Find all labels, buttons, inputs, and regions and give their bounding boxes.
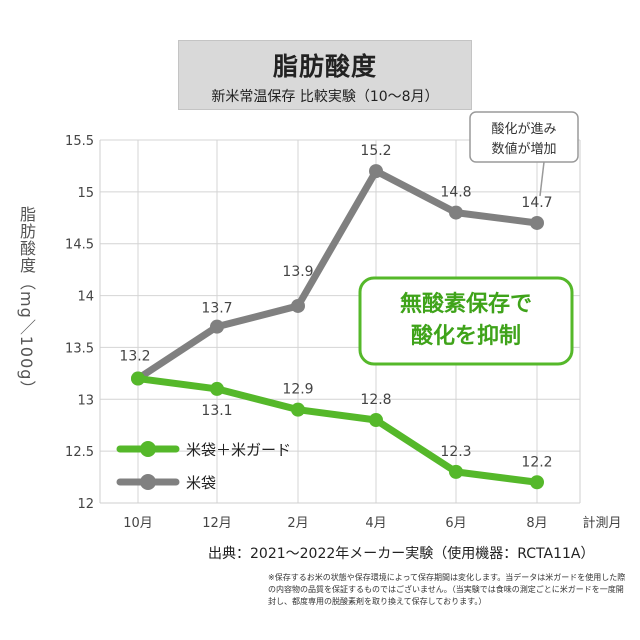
data-label: 12.9 <box>282 382 313 398</box>
data-label: 15.2 <box>360 143 391 159</box>
callout-gray-text: 数値が増加 <box>491 141 556 157</box>
x-tick-label: 10月 <box>123 516 153 531</box>
x-tick-label: 4月 <box>365 516 386 531</box>
chart-title-box: 脂肪酸度 新米常温保存 比較実験（10～8月） <box>178 40 472 110</box>
chart-subtitle: 新米常温保存 比較実験（10～8月） <box>211 89 439 105</box>
y-tick-label: 15 <box>77 186 94 201</box>
data-label: 13.2 <box>119 349 150 365</box>
data-point <box>210 319 224 334</box>
callout-gray-box <box>469 111 579 163</box>
data-label: 12.3 <box>440 444 471 460</box>
data-label: 13.1 <box>201 403 232 419</box>
x-tick-label: 6月 <box>445 516 466 531</box>
x-axis-unit: 計測月 <box>582 515 621 531</box>
x-tick-label: 2月 <box>287 516 308 531</box>
x-tick-label: 8月 <box>526 516 547 531</box>
legend-label: 米袋 <box>186 474 216 492</box>
data-point <box>530 475 544 490</box>
data-label: 13.7 <box>201 301 232 317</box>
legend-marker <box>140 441 156 457</box>
y-tick-label: 13.5 <box>65 341 94 356</box>
y-tick-label: 12.5 <box>65 445 94 460</box>
source-note: 出典：2021～2022年メーカー実験（使用機器：RCTA11A） <box>208 546 595 562</box>
callout-green-text: 無酸素保存で <box>400 291 532 317</box>
data-point <box>530 215 544 230</box>
y-tick-label: 13 <box>77 393 94 408</box>
data-point <box>291 298 305 313</box>
series-line-rice-bag <box>134 167 541 383</box>
callout-gray-pointer <box>539 161 545 197</box>
chart-title: 脂肪酸度 <box>272 52 377 81</box>
data-point <box>369 164 383 179</box>
y-axis-label: 脂肪酸度（mg／100g） <box>17 206 36 398</box>
y-tick-label: 12 <box>77 497 94 512</box>
data-point <box>131 371 145 386</box>
footnote: ※保存するお米の状態や保存環境によって保存期間は変化します。当データは米ガードを… <box>268 573 626 606</box>
y-tick-label: 15.5 <box>65 134 94 149</box>
data-point <box>369 413 383 428</box>
data-point <box>449 464 463 479</box>
y-tick-label: 14.5 <box>65 238 94 253</box>
data-label: 12.8 <box>360 392 391 408</box>
callout-gray-text: 酸化が進み <box>491 122 556 137</box>
callout-green-box <box>358 276 574 366</box>
data-point <box>449 205 463 220</box>
data-label: 12.2 <box>521 454 552 470</box>
y-tick-label: 14 <box>77 290 94 305</box>
data-label: 14.7 <box>521 195 552 211</box>
data-label: 13.9 <box>282 264 313 280</box>
series-line-rice-bag-guard <box>134 375 541 486</box>
data-label: 14.8 <box>440 185 471 201</box>
x-tick-label: 12月 <box>202 516 232 531</box>
legend-marker <box>140 474 156 490</box>
callout-green-text: 酸化を抑制 <box>411 323 521 349</box>
data-point <box>210 381 224 396</box>
legend-label: 米袋＋米ガード <box>186 441 291 459</box>
data-point <box>291 402 305 417</box>
